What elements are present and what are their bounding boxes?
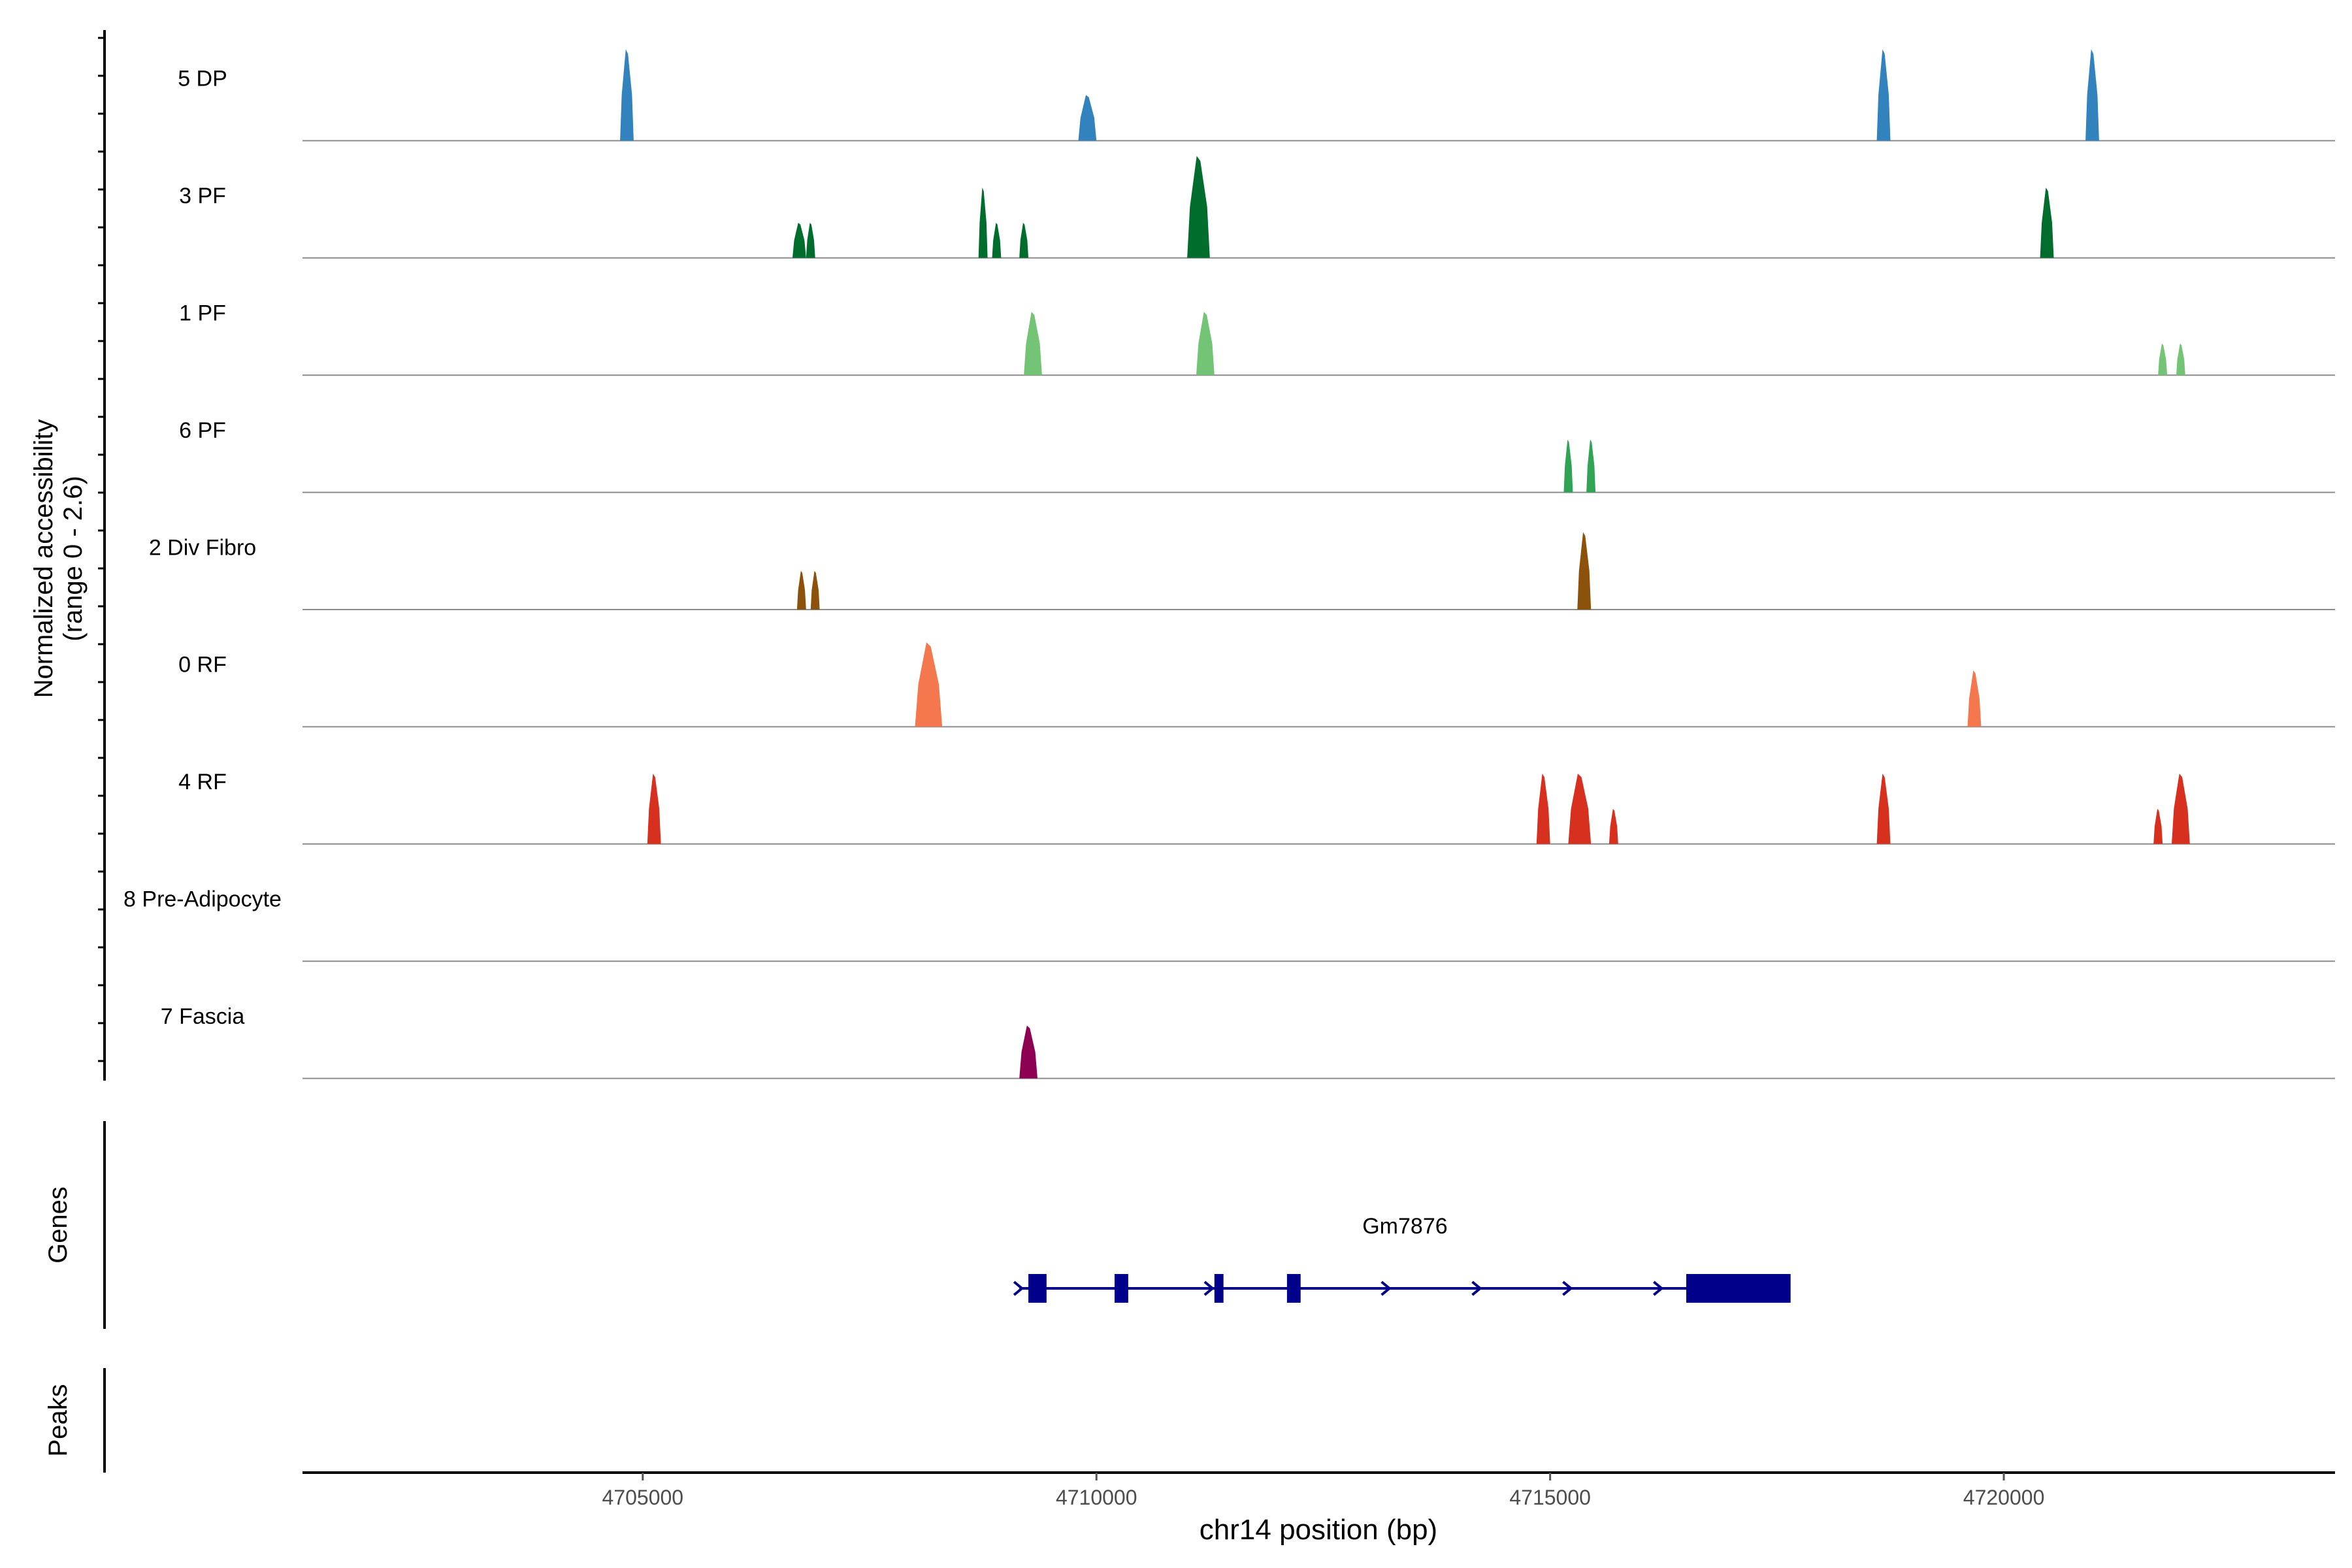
gene-exon — [1115, 1274, 1128, 1303]
track-6-pf: 6 PF — [179, 418, 2335, 493]
track-label: 5 DP — [178, 67, 227, 91]
coverage-peak — [1876, 49, 1891, 141]
coverage-peak — [1536, 774, 1550, 844]
strand-arrow-icon — [1203, 1281, 1215, 1296]
x-axis-label: chr14 position (bp) — [1200, 1514, 1437, 1546]
track-3-pf: 3 PF — [179, 155, 2335, 259]
peaks-panel-label: Peaks — [44, 1384, 73, 1456]
gene-models: Gm7876 — [1013, 1214, 1791, 1303]
coverage-peak — [2172, 774, 2190, 844]
coverage-peak — [796, 570, 806, 610]
x-tick-label: 4720000 — [1963, 1486, 2045, 1509]
track-label: 6 PF — [179, 418, 226, 443]
x-axis: 4705000 4710000 4715000 4720000 chr14 posit… — [302, 1471, 2335, 1546]
coverage-peak — [1196, 312, 1215, 376]
coverage-peak — [2040, 188, 2054, 258]
coverage-peak — [2153, 809, 2163, 844]
coverage-panel: Normalized accessibility (range 0 - 2.6)… — [29, 30, 2335, 1081]
coverage-y-axis-label-line2: (range 0 - 2.6) — [59, 476, 88, 641]
coverage-peak — [1609, 809, 1618, 844]
track-label: 2 Div Fibro — [149, 535, 256, 560]
track-label: 4 RF — [178, 770, 227, 794]
x-tick-label: 4710000 — [1056, 1486, 1137, 1509]
coverage-peak — [1019, 223, 1029, 258]
coverage-y-axis-label-line1: Normalized accessibility — [29, 419, 58, 698]
strand-arrow-icon — [1380, 1281, 1392, 1296]
track-1-pf: 1 PF — [179, 301, 2335, 376]
x-tick-label: 4715000 — [1509, 1486, 1591, 1509]
track-2-div-fibro: 2 Div Fibro — [149, 532, 2335, 610]
peaks-panel: Peaks — [44, 1368, 106, 1473]
strand-arrow-icon — [1013, 1281, 1024, 1296]
track-label: 8 Pre-Adipocyte — [123, 887, 282, 912]
gene-exon — [1286, 1274, 1301, 1303]
track-5-dp: 5 DP — [178, 49, 2335, 142]
coverage-peak — [620, 49, 634, 141]
strand-arrow-icon — [1562, 1281, 1573, 1296]
coverage-peak — [1967, 670, 1982, 727]
coverage-y-axis-ticks — [98, 37, 105, 1062]
track-0-rf: 0 RF — [178, 642, 2335, 728]
coverage-peak — [2158, 343, 2168, 376]
coverage-tracks: 5 DP 3 PF 1 PF 6 PF 2 Div Fibro 0 RF 4 RF 8 Pre… — [123, 49, 2335, 1079]
track-label: 1 PF — [179, 301, 226, 326]
coverage-peak — [647, 774, 661, 844]
coverage-peak — [810, 570, 820, 610]
track-label: 7 Fascia — [161, 1004, 245, 1029]
coverage-peak — [1586, 439, 1596, 493]
x-axis-ticks: 4705000 4710000 4715000 4720000 — [602, 1473, 2045, 1509]
strand-arrow-icon — [1653, 1281, 1664, 1296]
coverage-peak — [1024, 312, 1042, 376]
coverage-peak — [1876, 774, 1891, 844]
gene-gm7876: Gm7876 — [1013, 1214, 1791, 1303]
coverage-peak — [1019, 1025, 1037, 1079]
coverage-peak — [1568, 774, 1592, 844]
track-label: 3 PF — [179, 184, 226, 208]
coverage-peak — [792, 223, 806, 258]
genes-panel: Genes Gm7876 — [44, 1121, 1791, 1329]
coverage-peak — [1187, 155, 1210, 258]
strand-arrow-icon — [1471, 1281, 1482, 1296]
coverage-peak — [1563, 439, 1573, 493]
coverage-peak — [978, 188, 988, 258]
x-tick-label: 4705000 — [602, 1486, 684, 1509]
gene-exon — [1214, 1274, 1224, 1303]
coverage-peak — [2176, 343, 2185, 376]
track-8-pre-adipocyte: 8 Pre-Adipocyte — [123, 887, 2335, 962]
genes-panel-label: Genes — [44, 1186, 73, 1264]
coverage-peak — [1078, 95, 1097, 141]
coverage-peak — [992, 223, 1002, 258]
track-7-fascia: 7 Fascia — [161, 1004, 2335, 1079]
gene-exon — [1028, 1274, 1047, 1303]
coverage-peak — [806, 223, 815, 258]
gene-exon — [1686, 1274, 1791, 1303]
coverage-peak — [1577, 532, 1592, 610]
coverage-peak — [2085, 49, 2099, 141]
track-4-rf: 4 RF — [178, 770, 2335, 845]
track-label: 0 RF — [178, 653, 227, 678]
gene-name-label: Gm7876 — [1362, 1214, 1447, 1239]
coverage-peak — [915, 642, 943, 727]
